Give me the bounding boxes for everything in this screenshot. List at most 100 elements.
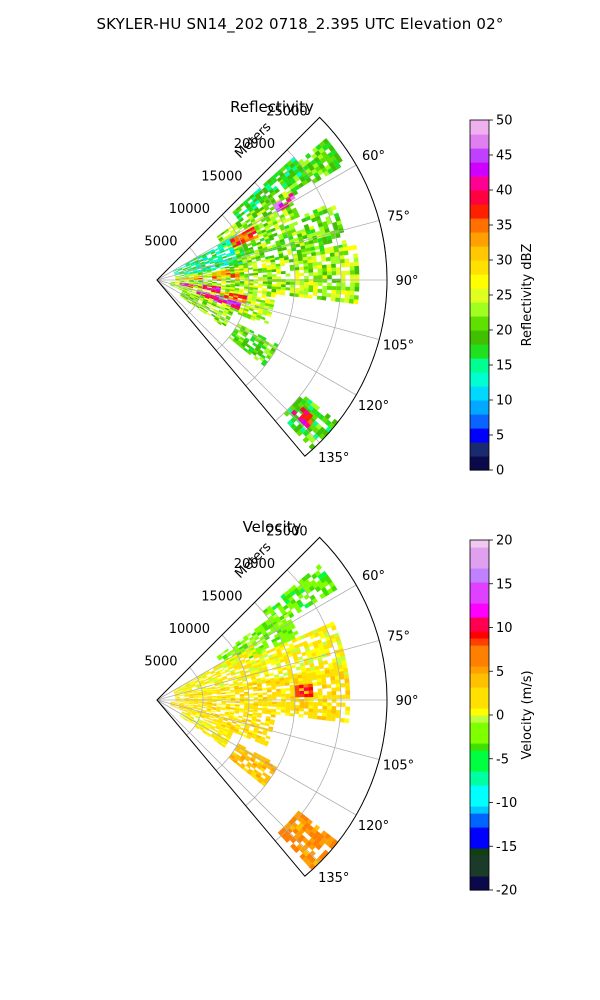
echo-cell	[179, 703, 185, 706]
echo-cell	[201, 269, 207, 272]
echo-cell	[199, 296, 205, 299]
echo-cell	[197, 285, 203, 287]
range-tick-label: 10000	[169, 622, 210, 637]
echo-cell	[294, 279, 300, 283]
echo-cell	[268, 672, 275, 677]
echo-cell	[184, 704, 189, 707]
echo-cell	[219, 292, 225, 295]
echo-cell	[212, 275, 217, 278]
echo-cell	[248, 729, 254, 734]
echo-cell	[183, 717, 188, 721]
range-ring	[215, 214, 250, 351]
echo-cell	[227, 243, 232, 247]
echo-cell	[299, 406, 307, 414]
echo-cell	[192, 270, 198, 273]
echo-cell	[262, 642, 269, 648]
echo-cell	[197, 286, 203, 289]
echo-cell	[173, 706, 179, 709]
echo-cell	[198, 701, 203, 703]
colorbar-segment	[470, 596, 489, 604]
echo-cell	[223, 657, 229, 662]
echo-cell	[353, 299, 359, 305]
echo-cell	[212, 698, 217, 700]
echo-cell	[298, 290, 304, 295]
colorbar-segment	[470, 260, 489, 268]
echo-cell	[231, 662, 237, 667]
echo-cell	[283, 256, 289, 261]
echo-cell	[314, 647, 321, 653]
echo-cell	[331, 263, 336, 269]
echo-cell	[243, 264, 248, 267]
echo-cell	[271, 701, 277, 705]
echo-cell	[266, 687, 272, 691]
echo-cell	[301, 651, 307, 657]
echo-cell	[206, 723, 211, 728]
echo-cell	[270, 647, 276, 653]
echo-cell	[188, 703, 194, 705]
echo-cell	[231, 256, 237, 260]
echo-cell	[235, 701, 240, 704]
echo-cell	[211, 268, 216, 271]
echo-cell	[259, 738, 265, 743]
echo-cell	[284, 679, 290, 684]
echo-cell	[257, 712, 262, 716]
echo-cell	[300, 819, 307, 826]
echo-cell	[170, 281, 176, 283]
echo-cell	[294, 707, 300, 712]
echo-cell	[270, 661, 276, 666]
echo-cell	[291, 409, 298, 416]
echo-cell	[303, 291, 309, 296]
echo-cell	[245, 238, 251, 243]
echo-cell	[299, 634, 306, 640]
echo-cell	[292, 181, 299, 188]
echo-cell	[292, 675, 298, 680]
echo-cell	[294, 691, 300, 695]
echo-cell	[184, 283, 189, 285]
echo-cell	[216, 283, 222, 286]
echo-cell	[218, 309, 224, 314]
echo-cell	[170, 282, 176, 284]
colorbar-segment	[470, 162, 489, 170]
echo-cell	[211, 708, 217, 711]
echo-cell	[216, 654, 222, 659]
echo-cell	[198, 280, 203, 282]
echo-cell	[235, 220, 241, 226]
echo-cell	[267, 696, 272, 700]
echo-cell	[201, 709, 207, 712]
echo-cell	[204, 681, 210, 685]
echo-cell	[245, 755, 252, 760]
colorbar-segment	[470, 218, 489, 226]
echo-cell	[283, 193, 290, 199]
echo-cell	[299, 176, 306, 183]
echo-cell	[269, 677, 275, 682]
echo-cell	[264, 776, 270, 783]
echo-cell	[271, 274, 277, 277]
echo-cell	[265, 680, 271, 684]
echo-cell	[286, 217, 292, 223]
echo-cell	[238, 225, 244, 231]
echo-cell	[242, 635, 248, 640]
echo-cell	[272, 211, 279, 216]
echo-cell	[238, 710, 244, 713]
echo-cell	[252, 290, 258, 293]
echo-cell	[306, 162, 313, 169]
echo-cell	[217, 299, 223, 303]
echo-cell	[313, 285, 318, 290]
echo-cell	[247, 652, 253, 658]
range-ring	[215, 634, 250, 771]
echo-cell	[244, 273, 249, 276]
echo-cell	[253, 705, 259, 708]
echo-cell	[200, 295, 205, 298]
echo-cell	[247, 222, 253, 228]
echo-cell	[330, 625, 337, 631]
echo-cell	[261, 640, 268, 645]
echo-cell	[254, 192, 260, 199]
echo-cell	[195, 263, 201, 267]
echo-cell	[281, 639, 288, 645]
echo-cell	[243, 710, 249, 714]
echo-cell	[196, 685, 202, 689]
echo-cell	[178, 690, 184, 693]
echo-cell	[354, 278, 360, 284]
echo-cell	[264, 644, 270, 650]
echo-cell	[238, 247, 244, 252]
